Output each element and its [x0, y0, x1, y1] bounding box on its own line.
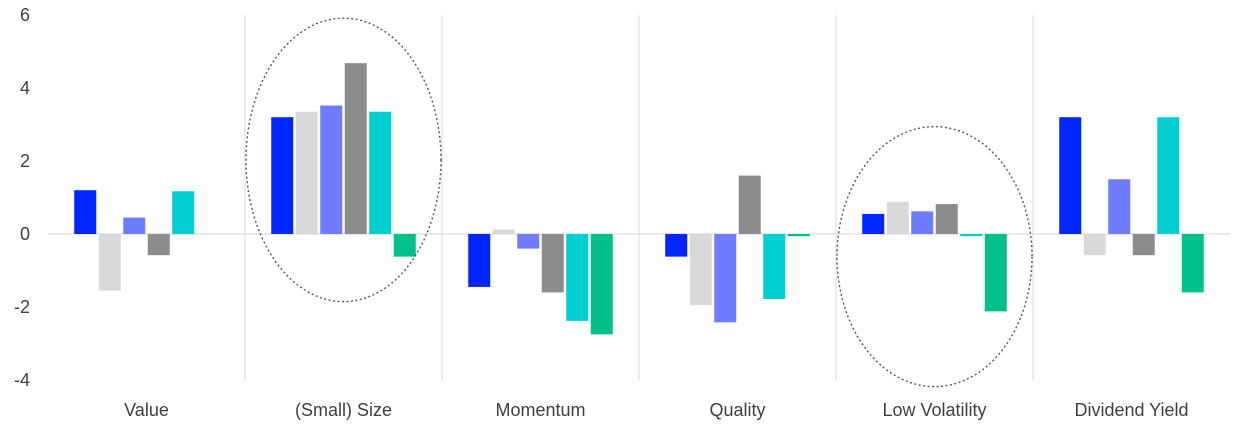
x-tick-label: Dividend Yield [1074, 400, 1188, 420]
bar-series-4 [1132, 234, 1155, 256]
highlight-ellipse [245, 17, 442, 303]
bar-series-4 [147, 234, 170, 256]
bar-series-2 [295, 111, 318, 234]
category-dividers [244, 15, 1034, 380]
bar-series-1 [665, 234, 688, 257]
y-tick-label: 6 [20, 5, 30, 25]
bar-series-3 [714, 234, 737, 323]
x-tick-label: Quality [709, 400, 765, 420]
x-tick-label: (Small) Size [295, 400, 392, 420]
bar-series-1 [468, 234, 491, 287]
bar-series-5 [1157, 117, 1180, 234]
annotations [245, 17, 1033, 388]
bar-series-2 [1083, 234, 1106, 256]
bar-series-1 [271, 117, 294, 234]
bar-series-5 [369, 111, 392, 234]
bar-series-3 [911, 211, 934, 234]
bar-series-5 [172, 191, 195, 234]
bar-series-6 [590, 234, 613, 335]
bar-series-4 [935, 204, 958, 234]
bar-series-3 [517, 234, 540, 249]
y-tick-label: 2 [20, 151, 30, 171]
bar-series-2 [492, 229, 515, 234]
bar-series-6 [984, 234, 1007, 312]
bar-series-4 [738, 175, 761, 234]
bar-series-3 [320, 105, 343, 235]
bar-series-2 [886, 201, 909, 234]
y-tick-label: -2 [14, 297, 30, 317]
x-tick-label: Value [124, 400, 169, 420]
bar-series-4 [344, 63, 367, 235]
bar-series-5 [566, 234, 589, 321]
x-axis-ticks: Value (Small) Size Momentum Quality Low Vola… [124, 400, 1188, 420]
bar-series-6 [393, 234, 416, 257]
bar-series-3 [1108, 179, 1131, 234]
y-tick-label: 0 [20, 224, 30, 244]
x-tick-label: Momentum [495, 400, 585, 420]
bar-series-6 [787, 234, 810, 237]
bars [74, 63, 1204, 335]
bar-series-4 [541, 234, 564, 293]
bar-series-5 [960, 234, 983, 237]
bar-series-5 [763, 234, 786, 299]
bar-series-2 [689, 234, 712, 306]
bar-series-1 [1059, 117, 1082, 234]
bar-series-6 [1181, 234, 1204, 293]
bar-series-1 [74, 190, 97, 234]
x-tick-label: Low Volatility [882, 400, 986, 420]
bar-series-3 [123, 217, 146, 234]
bar-series-2 [98, 234, 121, 291]
bar-series-1 [862, 213, 885, 234]
y-tick-label: -4 [14, 370, 30, 390]
y-tick-label: 4 [20, 78, 30, 98]
y-axis-ticks: -4 -2 0 2 4 6 [14, 5, 30, 390]
highlight-ellipse [836, 125, 1033, 388]
